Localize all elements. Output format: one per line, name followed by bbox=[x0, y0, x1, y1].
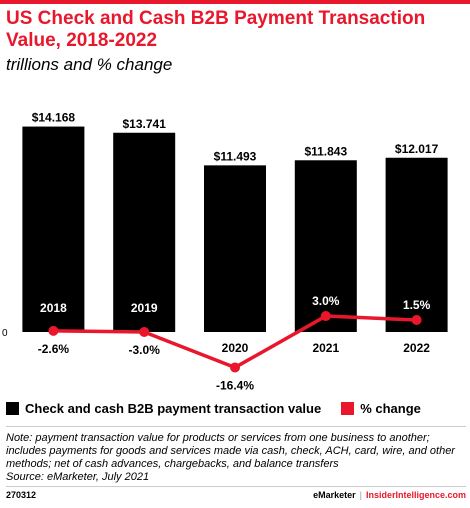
change-label-2020: -16.4% bbox=[216, 378, 254, 392]
bar-2021 bbox=[294, 160, 357, 332]
x-axis-label-2019: 2019 bbox=[131, 301, 158, 315]
note-text: Note: payment transaction value for prod… bbox=[6, 432, 455, 470]
bar-value-label-2020: $11.493 bbox=[214, 149, 257, 163]
chart-note: Note: payment transaction value for prod… bbox=[6, 432, 466, 484]
divider-bottom bbox=[6, 486, 466, 487]
change-point-2021 bbox=[320, 311, 331, 322]
change-point-2020 bbox=[230, 362, 240, 373]
bar-value-label-2018: $14.168 bbox=[32, 111, 76, 125]
source-text: Source: eMarketer, July 2021 bbox=[6, 471, 150, 483]
bar-2018 bbox=[22, 126, 85, 332]
chart-title: US Check and Cash B2B Payment Transactio… bbox=[6, 8, 426, 51]
change-point-2022 bbox=[411, 315, 422, 326]
x-axis-label-2022: 2022 bbox=[403, 341, 430, 355]
x-axis-label-2021: 2021 bbox=[312, 341, 339, 355]
bar-value-label-2022: $12.017 bbox=[395, 142, 439, 156]
zero-axis-label: 0 bbox=[2, 328, 8, 339]
legend-label-value: Check and cash B2B payment transaction v… bbox=[25, 401, 322, 416]
brand-emarketer: eMarketer bbox=[313, 490, 356, 500]
bar-value-label-2019: $13.741 bbox=[123, 117, 167, 131]
change-label-2022: 1.5% bbox=[403, 298, 431, 312]
change-label-2021: 3.0% bbox=[312, 294, 340, 308]
legend: Check and cash B2B payment transaction v… bbox=[6, 401, 441, 416]
change-point-2019 bbox=[139, 326, 150, 337]
legend-item-value: Check and cash B2B payment transaction v… bbox=[6, 401, 321, 416]
brand-insider: InsiderIntelligence.com bbox=[365, 490, 466, 500]
brand: eMarketer | InsiderIntelligence.com bbox=[313, 490, 466, 500]
legend-swatch-value bbox=[6, 402, 19, 415]
change-point-2018 bbox=[48, 325, 59, 336]
chart-subtitle: trillions and % change bbox=[6, 55, 173, 74]
top-accent-bar bbox=[0, 0, 470, 4]
bar-2022 bbox=[385, 157, 448, 332]
brand-separator: | bbox=[359, 490, 362, 500]
divider-top bbox=[6, 426, 466, 427]
x-axis-label-2018: 2018 bbox=[40, 301, 67, 315]
bar-2020 bbox=[204, 165, 266, 332]
change-label-2018: -2.6% bbox=[38, 342, 70, 356]
legend-label-change: % change bbox=[360, 401, 421, 416]
x-axis-label-2020: 2020 bbox=[222, 341, 249, 355]
legend-swatch-change bbox=[341, 402, 355, 415]
chart-id: 270312 bbox=[6, 490, 37, 500]
bar-2019 bbox=[113, 132, 176, 332]
chart-svg: 0 $14.168 $13.741 $11.493 $11.843 $12.017 -2.6… bbox=[2, 111, 448, 392]
legend-item-change: % change bbox=[341, 401, 421, 416]
change-label-2019: -3.0% bbox=[129, 343, 161, 357]
bar-value-label-2021: $11.843 bbox=[304, 144, 347, 158]
